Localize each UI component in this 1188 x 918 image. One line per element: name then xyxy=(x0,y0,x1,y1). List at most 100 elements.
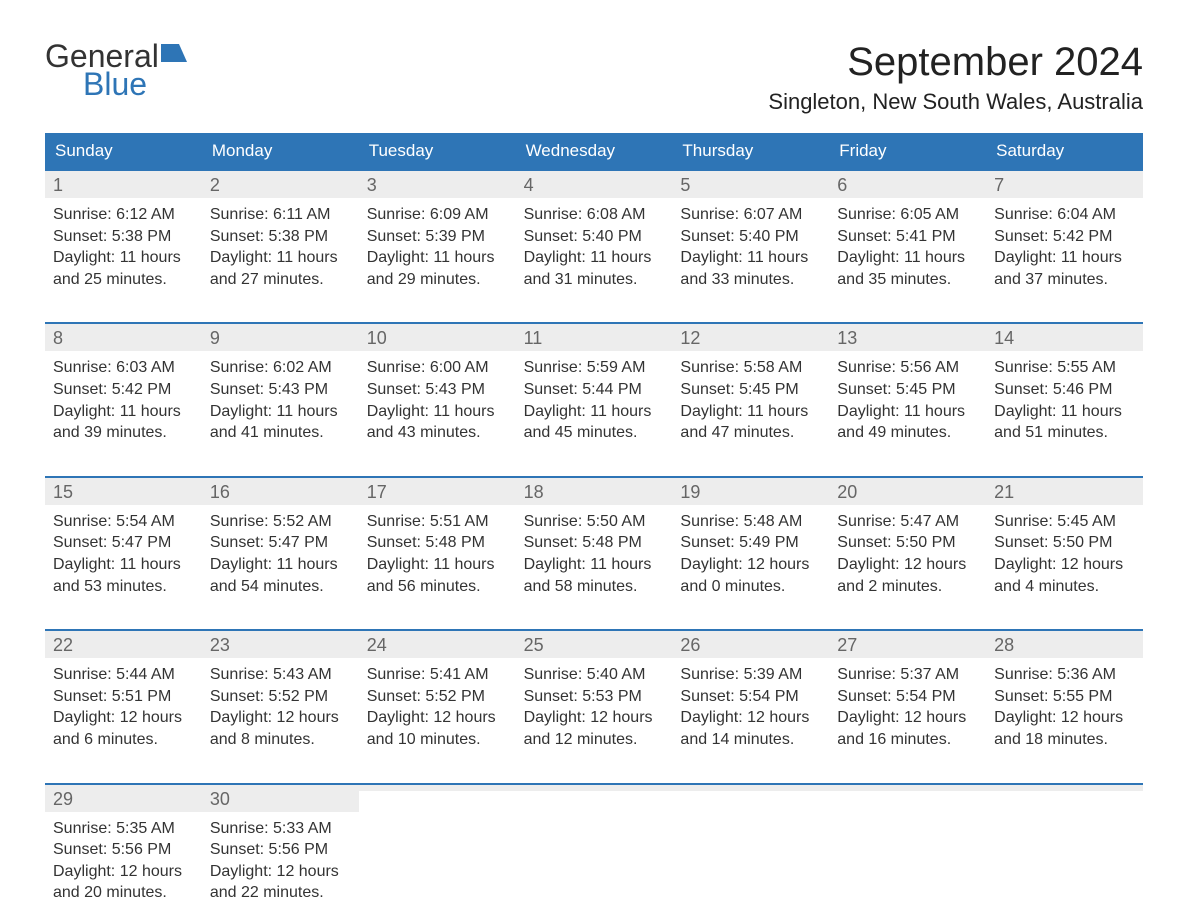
sunset-text: Sunset: 5:43 PM xyxy=(210,379,351,401)
sunrise-text: Sunrise: 5:47 AM xyxy=(837,511,978,533)
daylight-line1: Daylight: 11 hours xyxy=(210,247,351,269)
daylight-line1: Daylight: 12 hours xyxy=(210,707,351,729)
day-number: 22 xyxy=(45,631,202,658)
sunset-text: Sunset: 5:47 PM xyxy=(53,532,194,554)
day-content: Sunrise: 6:11 AMSunset: 5:38 PMDaylight:… xyxy=(202,198,359,294)
sunset-text: Sunset: 5:44 PM xyxy=(524,379,665,401)
day-cell xyxy=(359,785,516,908)
sunset-text: Sunset: 5:48 PM xyxy=(524,532,665,554)
daylight-line1: Daylight: 12 hours xyxy=(680,554,821,576)
day-content: Sunrise: 5:58 AMSunset: 5:45 PMDaylight:… xyxy=(672,351,829,447)
sunrise-text: Sunrise: 6:11 AM xyxy=(210,204,351,226)
day-content: Sunrise: 6:09 AMSunset: 5:39 PMDaylight:… xyxy=(359,198,516,294)
sunrise-text: Sunrise: 5:36 AM xyxy=(994,664,1135,686)
daylight-line2: and 16 minutes. xyxy=(837,729,978,751)
sunrise-text: Sunrise: 6:04 AM xyxy=(994,204,1135,226)
daylight-line2: and 6 minutes. xyxy=(53,729,194,751)
sunset-text: Sunset: 5:42 PM xyxy=(994,226,1135,248)
day-content: Sunrise: 5:52 AMSunset: 5:47 PMDaylight:… xyxy=(202,505,359,601)
daylight-line1: Daylight: 12 hours xyxy=(53,707,194,729)
sunset-text: Sunset: 5:48 PM xyxy=(367,532,508,554)
daylight-line2: and 37 minutes. xyxy=(994,269,1135,291)
sunset-text: Sunset: 5:43 PM xyxy=(367,379,508,401)
day-cell: 13Sunrise: 5:56 AMSunset: 5:45 PMDayligh… xyxy=(829,324,986,447)
daylight-line2: and 49 minutes. xyxy=(837,422,978,444)
day-number: 7 xyxy=(986,171,1143,198)
daylight-line1: Daylight: 12 hours xyxy=(837,554,978,576)
brand-logo: General Blue xyxy=(45,40,187,100)
week-row: 15Sunrise: 5:54 AMSunset: 5:47 PMDayligh… xyxy=(45,476,1143,601)
daylight-line1: Daylight: 11 hours xyxy=(837,401,978,423)
day-header: Sunday xyxy=(45,133,202,169)
sunset-text: Sunset: 5:45 PM xyxy=(837,379,978,401)
day-cell: 7 Sunrise: 6:04 AMSunset: 5:42 PMDaylight… xyxy=(986,171,1143,294)
page-header: General Blue September 2024 Singleton, N… xyxy=(45,40,1143,125)
sunset-text: Sunset: 5:38 PM xyxy=(210,226,351,248)
calendar: SundayMondayTuesdayWednesdayThursdayFrid… xyxy=(45,133,1143,908)
daylight-line1: Daylight: 12 hours xyxy=(210,861,351,883)
day-content: Sunrise: 5:41 AMSunset: 5:52 PMDaylight:… xyxy=(359,658,516,754)
sunrise-text: Sunrise: 6:07 AM xyxy=(680,204,821,226)
day-number: 29 xyxy=(45,785,202,812)
daylight-line1: Daylight: 11 hours xyxy=(367,401,508,423)
sunrise-text: Sunrise: 6:02 AM xyxy=(210,357,351,379)
sunrise-text: Sunrise: 6:12 AM xyxy=(53,204,194,226)
daylight-line1: Daylight: 11 hours xyxy=(994,247,1135,269)
sunrise-text: Sunrise: 5:39 AM xyxy=(680,664,821,686)
day-header: Tuesday xyxy=(359,133,516,169)
day-number: 26 xyxy=(672,631,829,658)
sunset-text: Sunset: 5:40 PM xyxy=(524,226,665,248)
page-subtitle: Singleton, New South Wales, Australia xyxy=(768,89,1143,115)
daylight-line1: Daylight: 12 hours xyxy=(837,707,978,729)
sunrise-text: Sunrise: 5:58 AM xyxy=(680,357,821,379)
daylight-line1: Daylight: 12 hours xyxy=(994,707,1135,729)
title-block: September 2024 Singleton, New South Wale… xyxy=(768,40,1143,125)
day-content: Sunrise: 5:40 AMSunset: 5:53 PMDaylight:… xyxy=(516,658,673,754)
day-content: Sunrise: 5:33 AMSunset: 5:56 PMDaylight:… xyxy=(202,812,359,908)
day-content: Sunrise: 5:39 AMSunset: 5:54 PMDaylight:… xyxy=(672,658,829,754)
sunset-text: Sunset: 5:52 PM xyxy=(210,686,351,708)
day-number: 3 xyxy=(359,171,516,198)
sunrise-text: Sunrise: 6:08 AM xyxy=(524,204,665,226)
sunset-text: Sunset: 5:51 PM xyxy=(53,686,194,708)
sunrise-text: Sunrise: 5:40 AM xyxy=(524,664,665,686)
daylight-line2: and 31 minutes. xyxy=(524,269,665,291)
day-cell: 27Sunrise: 5:37 AMSunset: 5:54 PMDayligh… xyxy=(829,631,986,754)
day-content: Sunrise: 5:45 AMSunset: 5:50 PMDaylight:… xyxy=(986,505,1143,601)
sunset-text: Sunset: 5:38 PM xyxy=(53,226,194,248)
day-number: 11 xyxy=(516,324,673,351)
daylight-line1: Daylight: 11 hours xyxy=(837,247,978,269)
sunrise-text: Sunrise: 5:51 AM xyxy=(367,511,508,533)
day-content: Sunrise: 5:44 AMSunset: 5:51 PMDaylight:… xyxy=(45,658,202,754)
day-content: Sunrise: 6:12 AMSunset: 5:38 PMDaylight:… xyxy=(45,198,202,294)
daylight-line2: and 33 minutes. xyxy=(680,269,821,291)
day-cell xyxy=(829,785,986,908)
sunset-text: Sunset: 5:41 PM xyxy=(837,226,978,248)
day-number: 23 xyxy=(202,631,359,658)
day-content: Sunrise: 6:03 AMSunset: 5:42 PMDaylight:… xyxy=(45,351,202,447)
daylight-line2: and 35 minutes. xyxy=(837,269,978,291)
sunrise-text: Sunrise: 5:56 AM xyxy=(837,357,978,379)
day-cell: 26Sunrise: 5:39 AMSunset: 5:54 PMDayligh… xyxy=(672,631,829,754)
daylight-line2: and 39 minutes. xyxy=(53,422,194,444)
daylight-line1: Daylight: 12 hours xyxy=(994,554,1135,576)
day-content: Sunrise: 5:47 AMSunset: 5:50 PMDaylight:… xyxy=(829,505,986,601)
sunset-text: Sunset: 5:54 PM xyxy=(680,686,821,708)
day-number: 20 xyxy=(829,478,986,505)
sunset-text: Sunset: 5:40 PM xyxy=(680,226,821,248)
week-row: 29Sunrise: 5:35 AMSunset: 5:56 PMDayligh… xyxy=(45,783,1143,908)
day-number: 16 xyxy=(202,478,359,505)
daylight-line2: and 18 minutes. xyxy=(994,729,1135,751)
day-number xyxy=(516,785,673,791)
daylight-line1: Daylight: 11 hours xyxy=(994,401,1135,423)
day-cell: 28Sunrise: 5:36 AMSunset: 5:55 PMDayligh… xyxy=(986,631,1143,754)
day-cell: 8Sunrise: 6:03 AMSunset: 5:42 PMDaylight… xyxy=(45,324,202,447)
daylight-line2: and 12 minutes. xyxy=(524,729,665,751)
day-number: 17 xyxy=(359,478,516,505)
day-cell: 25Sunrise: 5:40 AMSunset: 5:53 PMDayligh… xyxy=(516,631,673,754)
daylight-line1: Daylight: 11 hours xyxy=(210,554,351,576)
day-content: Sunrise: 6:00 AMSunset: 5:43 PMDaylight:… xyxy=(359,351,516,447)
sunrise-text: Sunrise: 5:37 AM xyxy=(837,664,978,686)
day-cell: 16Sunrise: 5:52 AMSunset: 5:47 PMDayligh… xyxy=(202,478,359,601)
daylight-line1: Daylight: 11 hours xyxy=(367,247,508,269)
